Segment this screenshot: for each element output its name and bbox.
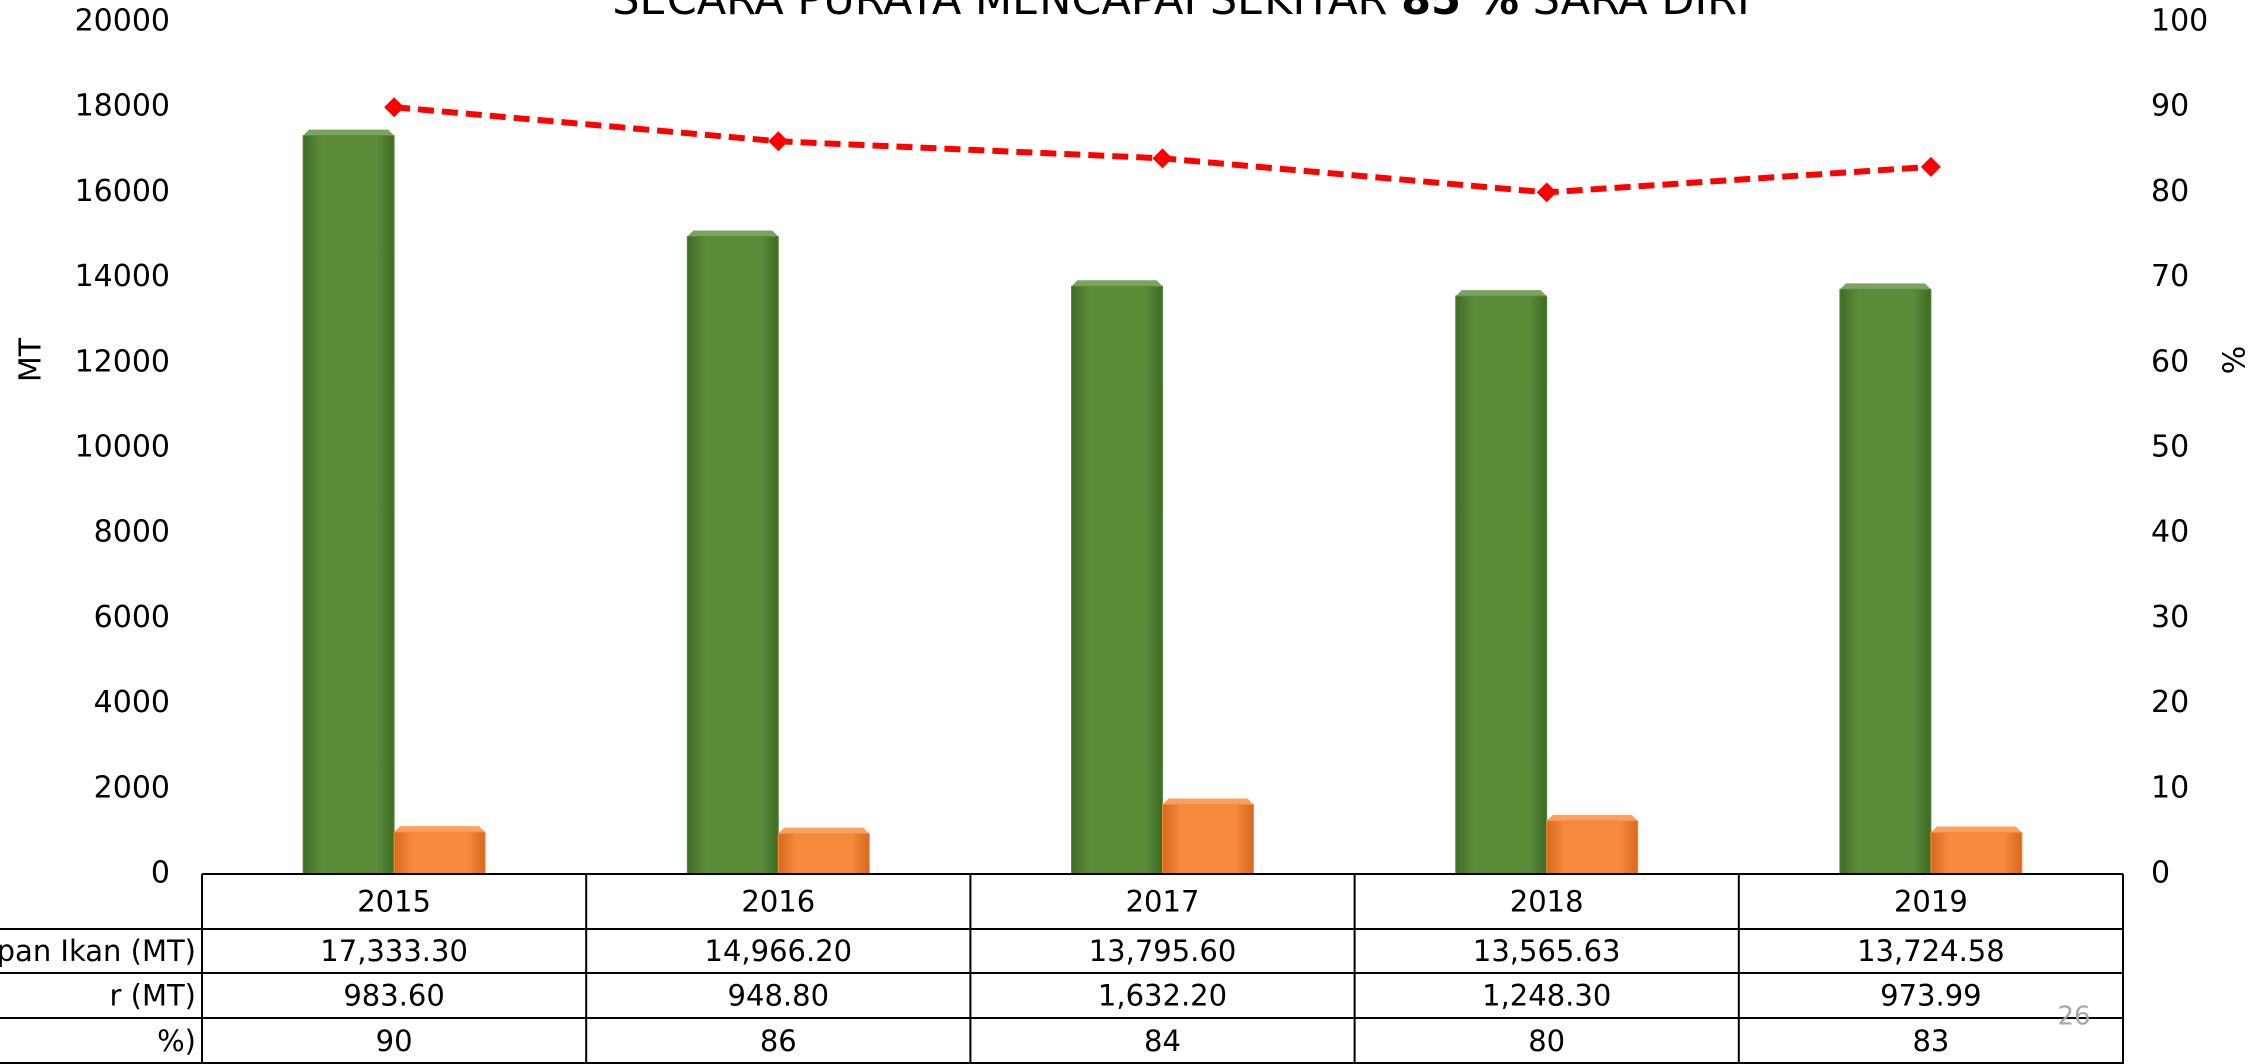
y2-tick-label: 90 [2151,89,2189,124]
table-cell: 13,795.60 [1089,934,1237,968]
y2-tick-label: 0 [2151,856,2170,891]
bar-top [687,230,779,237]
table-cell: 17,333.30 [320,934,468,968]
y2-tick-label: 100 [2151,4,2208,39]
bar-top [1930,826,2022,833]
bar [393,831,486,875]
bar-top [1162,798,1254,805]
bar [1930,832,2023,875]
bar [302,135,395,875]
table-header: 2015 [357,885,431,919]
table-header: 2017 [1126,885,1200,919]
row-label: %) [157,1024,196,1058]
table-cell: 90 [376,1024,413,1058]
line-marker [1920,156,1941,177]
table-cell: 80 [1528,1024,1565,1058]
table-cell: 84 [1144,1024,1181,1058]
chart-title: SECARA PURATA MENCAPAI SEKITAR 85 % SARA… [612,0,1749,25]
y-tick-label: 14000 [75,259,170,294]
table-cell: 983.60 [343,979,444,1013]
table-cell: 13,565.63 [1473,934,1621,968]
y-tick-label: 12000 [75,344,170,379]
bar [1071,285,1163,875]
bar [1546,820,1639,875]
y-tick-label: 8000 [94,515,170,550]
y2-tick-label: 20 [2151,685,2189,720]
row-label: pan Ikan (MT) [0,934,196,968]
bar-top [1546,814,1638,821]
title-part: SARA DIRI [1533,0,1750,25]
bar-top [1839,283,1931,290]
y-tick-label: 16000 [75,174,170,209]
y-tick-label: 6000 [94,600,170,635]
table-header: 2018 [1510,885,1584,919]
line-marker [384,97,405,118]
bar [686,235,779,875]
bar [777,833,870,875]
table-header: 2019 [1894,885,1968,919]
y-tick-label: 20000 [75,4,170,39]
page-number: 26 [2057,1002,2090,1032]
y2-tick-label: 10 [2151,770,2189,805]
line-marker [1152,148,1173,169]
y2-tick-label: 60 [2151,344,2189,379]
bar-top [1455,290,1547,297]
bar-top [303,129,395,136]
line-marker [768,131,789,152]
bar [1839,288,1932,875]
bar [1455,295,1548,875]
table-cell: 948.80 [728,979,829,1013]
table-cell: 14,966.20 [705,934,853,968]
y-tick-label: 2000 [94,770,170,805]
table-cell: 973.99 [1880,979,1981,1013]
y2-tick-label: 70 [2151,259,2189,294]
y-tick-label: 0 [151,856,170,891]
bar [1162,803,1254,875]
y-tick-label: 4000 [94,685,170,720]
table-cell: 83 [1912,1024,1949,1058]
table-cell: 1,248.30 [1482,979,1611,1013]
y-tick-label: 10000 [75,430,170,465]
bar-top [394,826,486,833]
title-emphasis: 85 % [1401,0,1519,25]
y2-tick-label: 50 [2151,430,2189,465]
bar-top [1071,280,1163,287]
bar-top [778,827,870,834]
y2-tick-label: 40 [2151,515,2189,550]
table-cell: 13,724.58 [1857,934,2005,968]
line-marker [1536,182,1557,203]
y2-tick-label: 80 [2151,174,2189,209]
row-label: r (MT) [109,979,196,1013]
y-axis-label: MT [14,337,49,382]
table-cell: 86 [760,1024,797,1058]
y2-tick-label: 30 [2151,600,2189,635]
table-header: 2016 [741,885,815,919]
table-cell: 1,632.20 [1098,979,1227,1013]
y-tick-label: 18000 [75,89,170,124]
title-part: SECARA PURATA MENCAPAI SEKITAR [612,0,1387,25]
y2-axis-label: % [2218,346,2253,375]
